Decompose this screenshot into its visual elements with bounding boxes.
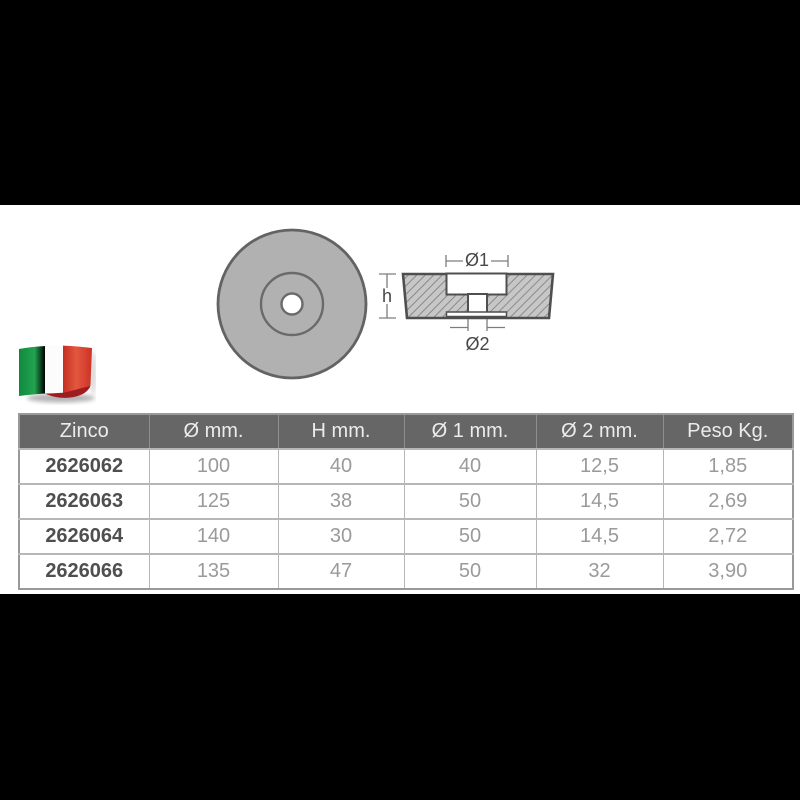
dimension-h-label: h: [382, 286, 392, 306]
cell-d1: 50: [403, 518, 536, 554]
col-header-weight: Peso Kg.: [662, 414, 793, 449]
table-row: 2626064 140 30 50 14,5 2,72: [19, 518, 793, 554]
anode-section-view: [401, 272, 555, 320]
cell-weight: 2,72: [662, 518, 793, 554]
cell-height: 38: [277, 483, 404, 519]
dimension-d2-label: Ø2: [465, 334, 489, 354]
cell-d1: 50: [403, 483, 536, 519]
table-row: 2626063 125 38 50 14,5 2,69: [19, 483, 793, 519]
cell-diameter: 125: [148, 483, 278, 519]
letterbox-bottom: [0, 594, 800, 800]
cell-diameter: 100: [148, 448, 278, 484]
col-header-diameter: Ø mm.: [148, 414, 278, 449]
flag-green-band: [19, 346, 45, 396]
cell-weight: 3,90: [662, 553, 793, 589]
content-area: Ø1 h Ø2: [0, 205, 800, 594]
cell-d2: 14,5: [535, 518, 663, 554]
col-header-height: H mm.: [277, 414, 404, 449]
dimension-d2: [450, 319, 505, 331]
dimension-d1-label: Ø1: [465, 250, 489, 270]
letterbox-top: [0, 0, 800, 205]
col-header-d2: Ø 2 mm.: [535, 414, 663, 449]
dimension-d1: [445, 255, 509, 267]
anode-top-view: [216, 228, 368, 380]
cell-d2: 32: [535, 553, 663, 589]
cell-d2: 12,5: [535, 448, 663, 484]
cell-code: 2626064: [19, 518, 149, 554]
cell-diameter: 140: [148, 518, 278, 554]
dimension-h: [379, 273, 396, 319]
spec-table: Zinco Ø mm. H mm. Ø 1 mm. Ø 2 mm. Peso K…: [18, 413, 794, 590]
table-row: 2626062 100 40 40 12,5 1,85: [19, 448, 793, 484]
cell-d1: 50: [403, 553, 536, 589]
cell-weight: 1,85: [662, 448, 793, 484]
technical-drawing: Ø1 h Ø2: [216, 228, 555, 380]
italy-flag-icon: [19, 345, 96, 403]
cell-weight: 2,69: [662, 483, 793, 519]
col-header-d1: Ø 1 mm.: [403, 414, 536, 449]
flag-red-band: [63, 345, 92, 393]
cell-height: 47: [277, 553, 404, 589]
cell-d1: 40: [403, 448, 536, 484]
cell-code: 2626063: [19, 483, 149, 519]
cell-code: 2626062: [19, 448, 149, 484]
cell-code: 2626066: [19, 553, 149, 589]
col-header-zinco: Zinco: [19, 414, 149, 449]
cell-d2: 14,5: [535, 483, 663, 519]
table-header-row: Zinco Ø mm. H mm. Ø 1 mm. Ø 2 mm. Peso K…: [19, 414, 793, 449]
cell-height: 40: [277, 448, 404, 484]
table-row: 2626066 135 47 50 32 3,90: [19, 553, 793, 589]
flag-white-band: [45, 345, 63, 394]
cell-diameter: 135: [148, 553, 278, 589]
cell-height: 30: [277, 518, 404, 554]
